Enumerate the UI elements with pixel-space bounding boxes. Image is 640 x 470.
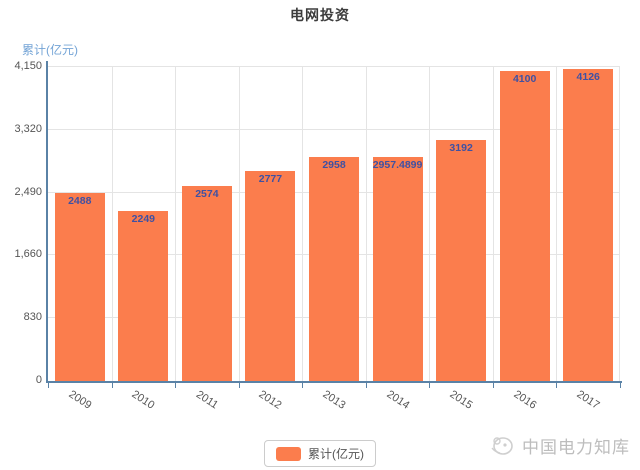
bar-2015[interactable]: 3192 (436, 139, 487, 381)
x-tick-mark (492, 383, 494, 388)
bar-value-label: 2958 (322, 159, 346, 172)
x-tick-label-2016: 2016 (511, 388, 539, 412)
v-gridline (302, 67, 304, 381)
chart-title: 电网投资 (290, 7, 350, 23)
bar-value-label: 2488 (68, 194, 92, 207)
bar-value-label: 4126 (576, 70, 600, 83)
bar-2009[interactable]: 2488 (54, 192, 105, 381)
x-tick-mark (302, 383, 304, 388)
bar-value-label: 2957.4899 (372, 159, 423, 172)
y-axis-name: 累计(亿元) (22, 43, 78, 57)
v-gridline (365, 67, 367, 381)
v-gridline (175, 67, 177, 381)
watermark: 中国电力知库 (489, 432, 630, 458)
y-tick-label: 1,660 (14, 248, 42, 261)
y-tick-label: 4,150 (14, 60, 42, 72)
bar-value-label: 2249 (131, 212, 155, 225)
bar-2013[interactable]: 2958 (309, 157, 359, 381)
x-tick-mark (620, 383, 621, 388)
x-tick-label-2011: 2011 (193, 388, 221, 412)
h-gridline (48, 66, 620, 67)
x-tick-label-2012: 2012 (256, 388, 284, 412)
x-tick-label-2010: 2010 (129, 388, 157, 412)
bar-2012[interactable]: 2777 (245, 170, 296, 381)
legend-label: 累计(亿元) (308, 447, 364, 461)
x-tick-label-2014: 2014 (384, 388, 412, 412)
x-tick-mark (429, 383, 431, 388)
v-gridline (111, 67, 113, 381)
x-tick-mark (556, 383, 558, 388)
x-tick-label-2017: 2017 (574, 388, 602, 412)
bar-value-label: 4100 (512, 72, 537, 85)
x-tick-mark (238, 383, 240, 388)
v-gridline (238, 67, 240, 381)
legend[interactable]: 累计(亿元) (264, 440, 376, 467)
x-tick-mark (175, 383, 177, 388)
v-gridline (556, 67, 558, 381)
x-tick-label-2015: 2015 (447, 388, 475, 412)
v-gridline (619, 67, 620, 381)
bar-value-label: 2574 (195, 188, 219, 201)
x-tick-mark (365, 383, 367, 388)
y-tick-label: 830 (23, 311, 42, 324)
bar-2010[interactable]: 2249 (118, 210, 169, 381)
x-tick-label-2009: 2009 (66, 388, 94, 412)
bar-value-label: 3192 (449, 141, 473, 154)
bar-2017[interactable]: 4126 (563, 68, 614, 381)
x-tick-mark (48, 383, 49, 388)
y-tick-label: 2,490 (14, 185, 42, 198)
legend-swatch (276, 446, 301, 461)
y-axis-line (46, 61, 48, 383)
bar-2016[interactable]: 4100 (499, 70, 550, 381)
bar-2011[interactable]: 2574 (181, 186, 232, 381)
watermark-text: 中国电力知库 (522, 437, 630, 457)
watermark-logo-icon (491, 437, 513, 455)
x-tick-label-2013: 2013 (320, 388, 348, 412)
plot-area: 2488 2249 2574 2777 2958 2957.4899 3192 4100 412… (48, 66, 620, 381)
v-gridline (492, 67, 494, 381)
x-tick-mark (111, 383, 113, 388)
bar-2014[interactable]: 2957.4899 (372, 157, 423, 381)
h-gridline (48, 128, 620, 130)
v-gridline (429, 67, 431, 381)
y-tick-label: 0 (35, 374, 42, 386)
x-axis-line (46, 381, 622, 383)
bar-value-label: 2777 (258, 172, 283, 185)
y-tick-label: 3,320 (14, 122, 42, 135)
